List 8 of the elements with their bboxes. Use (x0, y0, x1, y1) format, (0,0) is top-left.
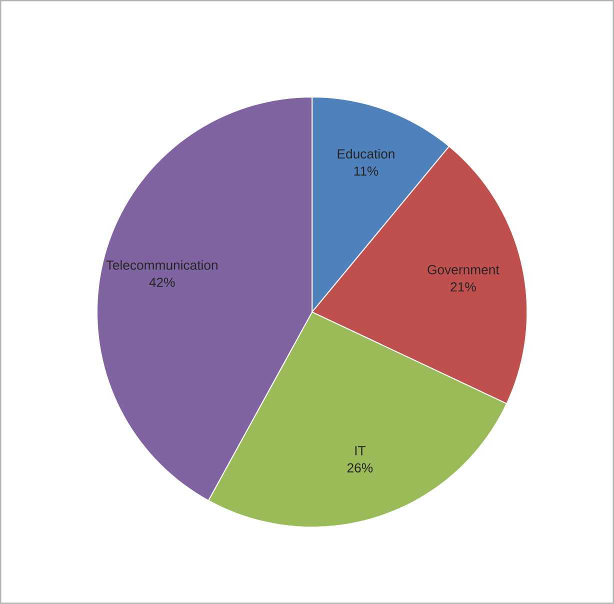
data-label: 21% (450, 282, 476, 292)
data-label: 42% (149, 278, 175, 288)
data-label: 26% (347, 463, 373, 473)
slice-label: IT (355, 446, 366, 456)
slice-label: Telecommunication (106, 260, 218, 270)
slice-label: Education (338, 148, 394, 159)
data-label: 11% (354, 166, 378, 176)
slice-label: Government (428, 265, 500, 274)
